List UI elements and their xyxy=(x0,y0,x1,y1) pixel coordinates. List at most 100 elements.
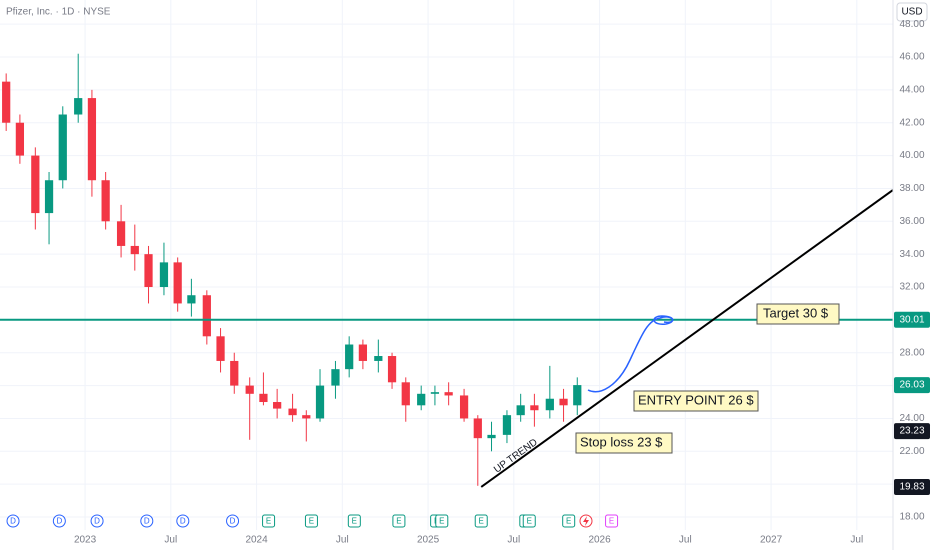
candle-body xyxy=(345,344,354,370)
event-icon[interactable] xyxy=(562,514,576,528)
note-box xyxy=(756,303,840,325)
event-icon[interactable] xyxy=(6,514,20,528)
event-label[interactable]: D xyxy=(94,517,100,526)
price-label: 23.23 xyxy=(899,426,924,437)
candle-body xyxy=(87,98,97,181)
candle-body xyxy=(516,405,525,416)
event-icon-glyph xyxy=(583,516,589,526)
y-tick-label: 38.00 xyxy=(899,183,924,194)
note-box xyxy=(575,432,673,454)
candle-body xyxy=(230,360,239,386)
event-icon[interactable] xyxy=(262,514,276,528)
candle-body xyxy=(473,418,482,439)
candle-body xyxy=(58,114,67,181)
trend-label: UP TREND xyxy=(492,437,540,476)
event-icon[interactable] xyxy=(605,514,619,528)
y-tick-label: 48.00 xyxy=(899,19,924,30)
event-label[interactable]: E xyxy=(566,517,571,526)
candle-body xyxy=(487,434,496,439)
plot xyxy=(0,53,894,488)
price-label-box xyxy=(894,311,930,328)
event-icon[interactable] xyxy=(226,514,240,528)
candle-body xyxy=(144,254,153,288)
candle-body xyxy=(273,402,282,409)
candle-body xyxy=(331,369,340,386)
candle-body xyxy=(259,393,268,403)
y-tick-label: 28.00 xyxy=(899,347,924,358)
note-box xyxy=(633,390,759,412)
candle-body xyxy=(116,221,126,246)
event-icon[interactable] xyxy=(435,514,449,528)
note: Target 30 $ xyxy=(763,305,829,320)
candle-body xyxy=(459,395,469,419)
y-tick-label: 44.00 xyxy=(899,85,924,96)
y-tick-label: 40.00 xyxy=(899,150,924,161)
x-tick-label: Jul xyxy=(336,535,349,546)
x-tick-label: 2027 xyxy=(760,535,783,546)
y-tick-label: 36.00 xyxy=(899,216,924,227)
y-tick-label: 22.00 xyxy=(899,446,924,457)
event-label[interactable]: E xyxy=(266,517,271,526)
candle-body xyxy=(187,295,196,304)
y-tick-label: 42.00 xyxy=(899,117,924,128)
event-label[interactable]: E xyxy=(609,517,614,526)
candle-body xyxy=(2,81,11,123)
candle-body xyxy=(173,262,182,304)
event-label[interactable]: E xyxy=(479,517,484,526)
event-label[interactable]: E xyxy=(352,517,357,526)
candle-body xyxy=(502,415,512,435)
candle-body xyxy=(430,392,440,394)
event-label[interactable]: E xyxy=(309,517,314,526)
event-icon[interactable] xyxy=(176,514,190,528)
event-icon[interactable] xyxy=(52,514,66,528)
candle-body xyxy=(315,385,325,419)
event-label[interactable]: E xyxy=(439,517,444,526)
candle-body xyxy=(101,180,110,222)
candle-body xyxy=(31,155,40,214)
event-icon[interactable] xyxy=(392,514,406,528)
event-icon[interactable] xyxy=(140,514,154,528)
candle-body xyxy=(130,245,139,255)
candle-body xyxy=(44,180,54,214)
event-label[interactable]: D xyxy=(10,517,16,526)
event-icon[interactable] xyxy=(304,514,318,528)
candle-body xyxy=(545,398,554,411)
candle-body xyxy=(216,336,225,361)
event-icon[interactable] xyxy=(474,514,488,528)
event-icon[interactable] xyxy=(90,514,104,528)
x-tick-label: 2024 xyxy=(245,535,268,546)
currency-box[interactable] xyxy=(896,2,928,22)
event-label[interactable]: E xyxy=(396,517,401,526)
candle-body xyxy=(401,382,410,406)
candle-body xyxy=(417,393,426,406)
candle-body xyxy=(245,385,254,394)
event-icon[interactable] xyxy=(522,514,536,528)
candle-body xyxy=(573,385,582,406)
price-label: 30.01 xyxy=(899,314,924,325)
note: ENTRY POINT 26 $ xyxy=(638,392,754,407)
x-tick-label: 2025 xyxy=(417,535,440,546)
event-icon[interactable] xyxy=(347,514,361,528)
candle-body xyxy=(358,344,368,361)
y-tick-label: 34.00 xyxy=(899,249,924,260)
event-label[interactable]: E xyxy=(527,517,532,526)
currency[interactable]: USD xyxy=(901,7,922,18)
y-tick-label: 18.00 xyxy=(899,512,924,523)
y-tick-label: 32.00 xyxy=(899,282,924,293)
candle-body xyxy=(202,295,211,337)
candle-body xyxy=(444,392,453,396)
event-label[interactable]: D xyxy=(180,517,186,526)
x-tick-label: Jul xyxy=(164,535,177,546)
x-tick-label: 2023 xyxy=(74,535,97,546)
candle-body xyxy=(15,122,25,156)
event-label[interactable]: D xyxy=(144,517,150,526)
price-label-box xyxy=(894,377,930,394)
price-label-box xyxy=(894,478,930,495)
event-label[interactable]: D xyxy=(56,517,62,526)
candle-body xyxy=(559,398,568,406)
x-tick-label: Jul xyxy=(679,535,692,546)
event-label[interactable]: D xyxy=(230,517,236,526)
price-label: 26.03 xyxy=(899,380,924,391)
